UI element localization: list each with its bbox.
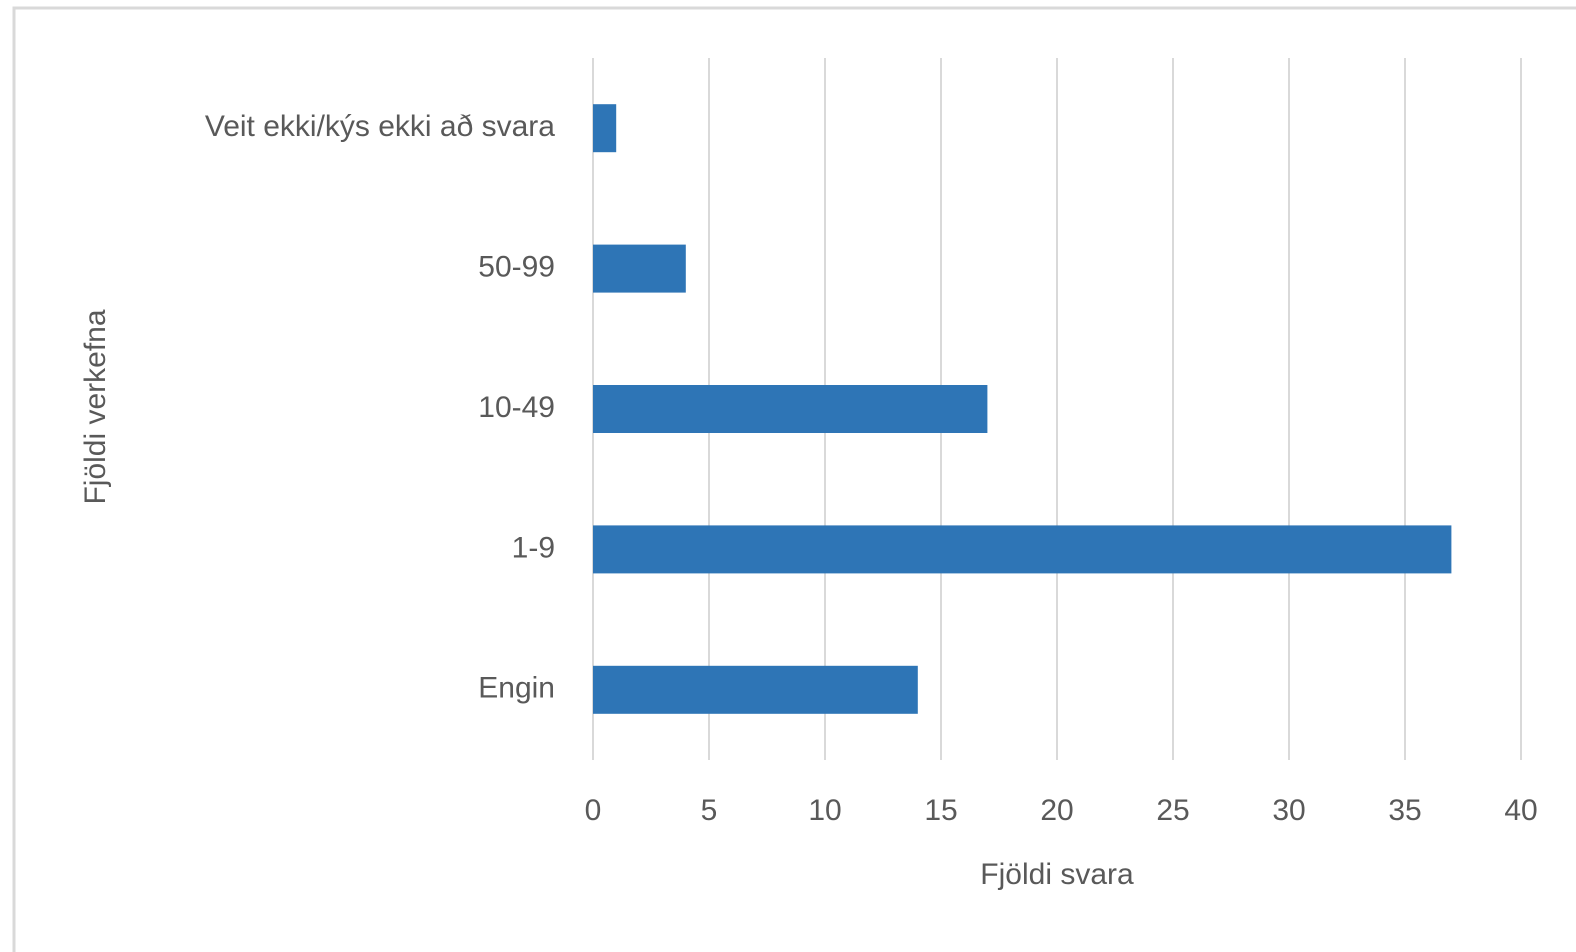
x-tick-label: 40 [1504, 794, 1537, 827]
y-tick-label: 50-99 [478, 251, 555, 284]
y-tick-label: 10-49 [478, 391, 555, 424]
x-tick-label: 20 [1040, 794, 1073, 827]
x-tick-label: 30 [1272, 794, 1305, 827]
x-tick-label: 25 [1156, 794, 1189, 827]
bar [593, 385, 988, 433]
bar [593, 665, 918, 714]
x-tick-label: 5 [701, 794, 718, 827]
chart-frame [12, 6, 1576, 952]
x-axis-title: Fjöldi svara [980, 858, 1134, 891]
bar [593, 104, 617, 153]
y-axis-title: Fjöldi verkefna [79, 309, 112, 504]
x-tick-label: 35 [1388, 794, 1421, 827]
x-tick-label: 0 [585, 794, 602, 827]
y-tick-label: Engin [478, 672, 555, 705]
bar [593, 525, 1452, 574]
x-tick-label: 10 [808, 794, 841, 827]
bar [593, 244, 686, 293]
x-tick-label: 15 [924, 794, 957, 827]
y-tick-label: Veit ekki/kýs ekki að svara [205, 110, 555, 143]
y-tick-label: 1-9 [512, 531, 555, 564]
